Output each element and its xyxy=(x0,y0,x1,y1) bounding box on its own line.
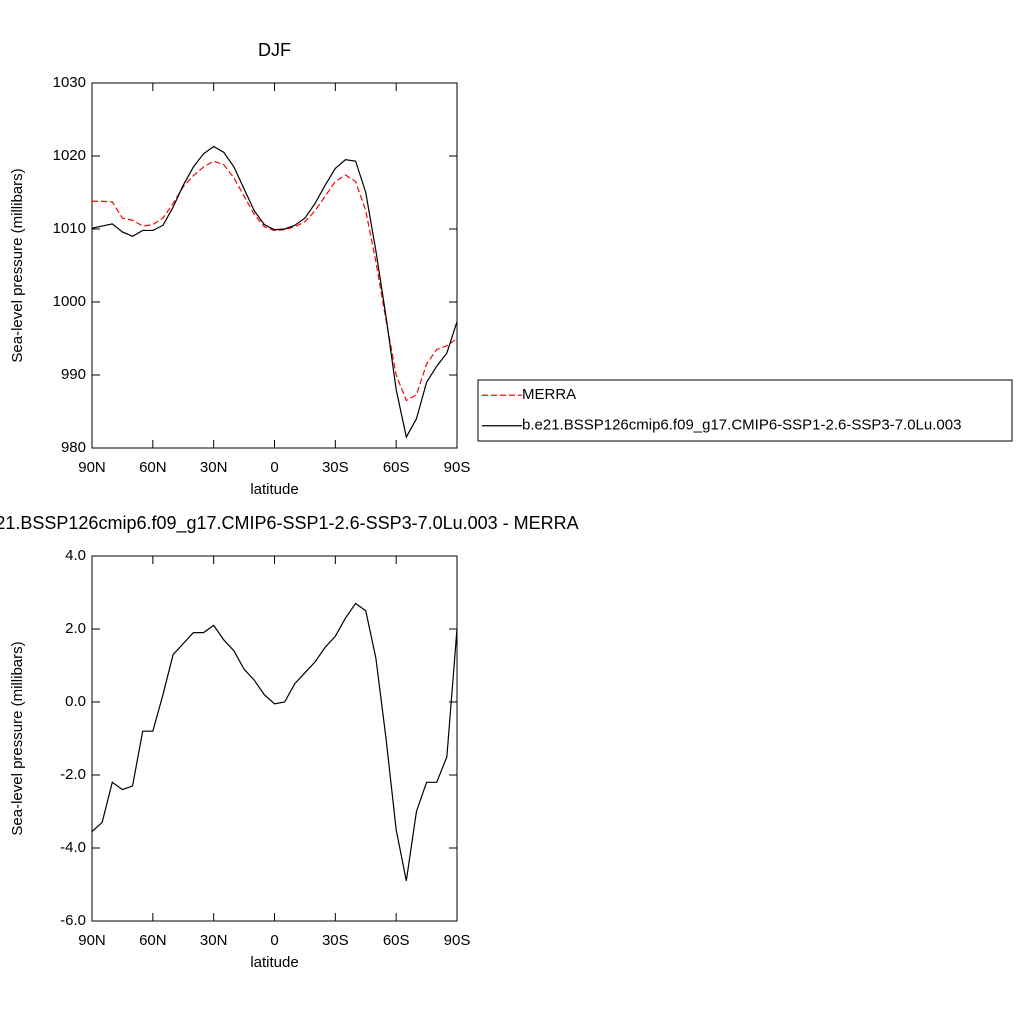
y-tick-label: -4.0 xyxy=(60,839,86,856)
y-tick-label: 1010 xyxy=(53,220,86,237)
data-line xyxy=(91,602,458,881)
legend-label: MERRA xyxy=(522,386,576,403)
data-line xyxy=(92,160,458,402)
y-tick-label: 4.0 xyxy=(65,547,86,564)
x-tick-label: 60S xyxy=(383,459,410,476)
y-axis-label: Sea-level pressure (millibars) xyxy=(9,641,26,835)
x-tick-label: 90N xyxy=(78,932,106,949)
x-tick-label: 60S xyxy=(383,932,410,949)
y-tick-label: 1000 xyxy=(53,293,86,310)
y-tick-label: 980 xyxy=(61,439,86,456)
x-tick-label: 90S xyxy=(444,932,471,949)
data-line xyxy=(91,145,458,439)
y-tick-label: -2.0 xyxy=(60,766,86,783)
y-tick-label: 990 xyxy=(61,366,86,383)
y-tick-label: -6.0 xyxy=(60,912,86,929)
x-tick-label: 90N xyxy=(78,459,106,476)
chart-title: b.e21.BSSP126cmip6.f09_g17.CMIP6-SSP1-2.… xyxy=(0,513,579,534)
x-axis-label: latitude xyxy=(250,954,298,971)
plot-frame xyxy=(91,82,458,449)
x-tick-label: 60N xyxy=(139,932,167,949)
x-tick-label: 90S xyxy=(444,459,471,476)
legend-box xyxy=(477,379,1013,442)
y-axis-label: Sea-level pressure (millibars) xyxy=(9,168,26,362)
y-tick-label: 2.0 xyxy=(65,620,86,637)
x-axis-label: latitude xyxy=(250,481,298,498)
x-tick-label: 30S xyxy=(322,932,349,949)
y-tick-label: 1030 xyxy=(53,74,86,91)
x-tick-label: 30N xyxy=(200,932,228,949)
chart-title: DJF xyxy=(258,40,291,60)
x-tick-label: 60N xyxy=(139,459,167,476)
y-tick-label: 1020 xyxy=(53,147,86,164)
x-tick-label: 0 xyxy=(270,932,278,949)
x-tick-label: 30S xyxy=(322,459,349,476)
x-tick-label: 0 xyxy=(270,459,278,476)
legend-label: b.e21.BSSP126cmip6.f09_g17.CMIP6-SSP1-2.… xyxy=(522,417,961,434)
y-tick-label: 0.0 xyxy=(65,693,86,710)
plot-frame xyxy=(91,555,458,922)
x-tick-label: 30N xyxy=(200,459,228,476)
